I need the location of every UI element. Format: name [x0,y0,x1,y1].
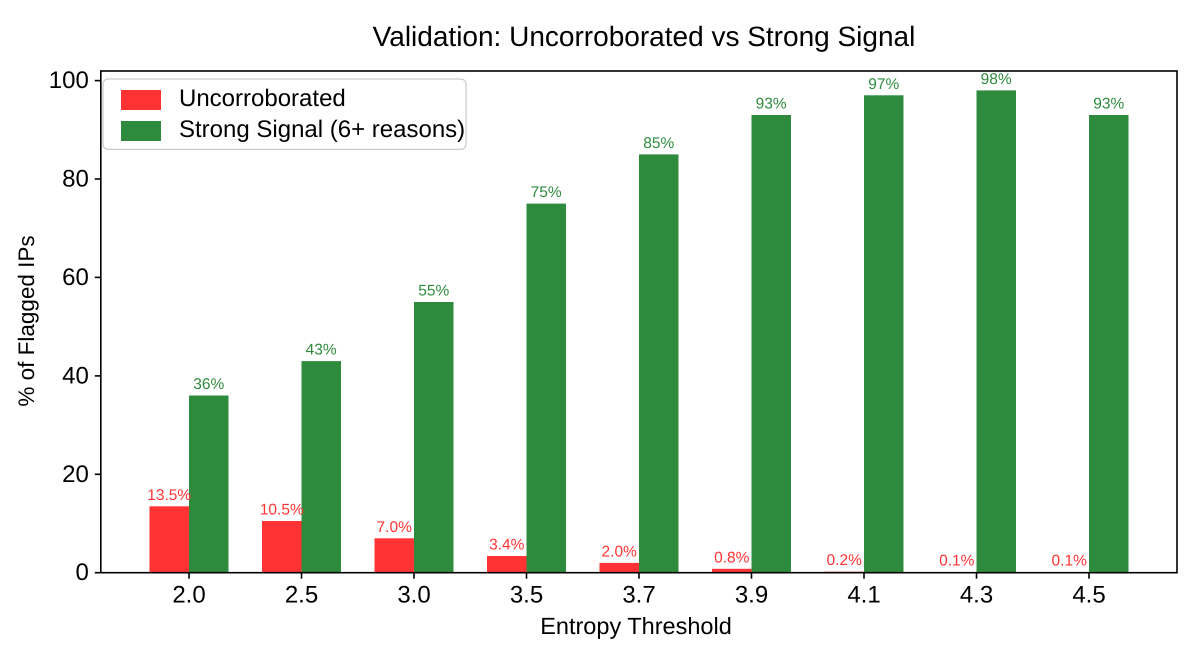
svg-text:0.8%: 0.8% [714,549,750,566]
svg-text:3.7: 3.7 [622,582,655,609]
svg-text:10.5%: 10.5% [260,502,304,519]
svg-text:4.1: 4.1 [847,582,880,609]
svg-text:36%: 36% [193,376,224,393]
svg-text:3.5: 3.5 [510,582,543,609]
svg-text:93%: 93% [1093,96,1124,113]
svg-text:80: 80 [62,166,89,193]
svg-text:Strong Signal (6+ reasons): Strong Signal (6+ reasons) [179,116,465,143]
svg-text:20: 20 [62,461,89,488]
svg-text:Uncorroborated: Uncorroborated [179,85,346,112]
svg-text:3.0: 3.0 [397,582,430,609]
svg-text:4.5: 4.5 [1072,582,1105,609]
svg-text:7.0%: 7.0% [377,519,413,536]
svg-text:2.5: 2.5 [285,582,318,609]
svg-text:13.5%: 13.5% [147,487,191,504]
svg-text:% of Flagged IPs: % of Flagged IPs [14,235,39,406]
svg-text:2.0: 2.0 [172,582,205,609]
svg-text:Validation: Uncorroborated vs: Validation: Uncorroborated vs Strong Sig… [373,21,916,52]
svg-text:0: 0 [75,559,88,586]
svg-text:4.3: 4.3 [960,582,993,609]
svg-text:40: 40 [62,362,89,389]
svg-text:3.9: 3.9 [735,582,768,609]
svg-text:93%: 93% [756,96,787,113]
svg-text:0.1%: 0.1% [1052,553,1088,570]
svg-text:97%: 97% [868,76,899,93]
svg-text:Entropy Threshold: Entropy Threshold [540,613,732,639]
svg-text:2.0%: 2.0% [602,543,638,560]
svg-text:100: 100 [49,67,89,94]
svg-text:43%: 43% [306,342,337,359]
svg-text:0.1%: 0.1% [939,553,975,570]
svg-text:60: 60 [62,264,89,291]
svg-text:3.4%: 3.4% [489,537,525,554]
svg-text:55%: 55% [418,283,449,300]
svg-text:98%: 98% [981,71,1012,88]
svg-text:75%: 75% [531,184,562,201]
svg-text:85%: 85% [643,135,674,152]
svg-text:0.2%: 0.2% [827,552,863,569]
